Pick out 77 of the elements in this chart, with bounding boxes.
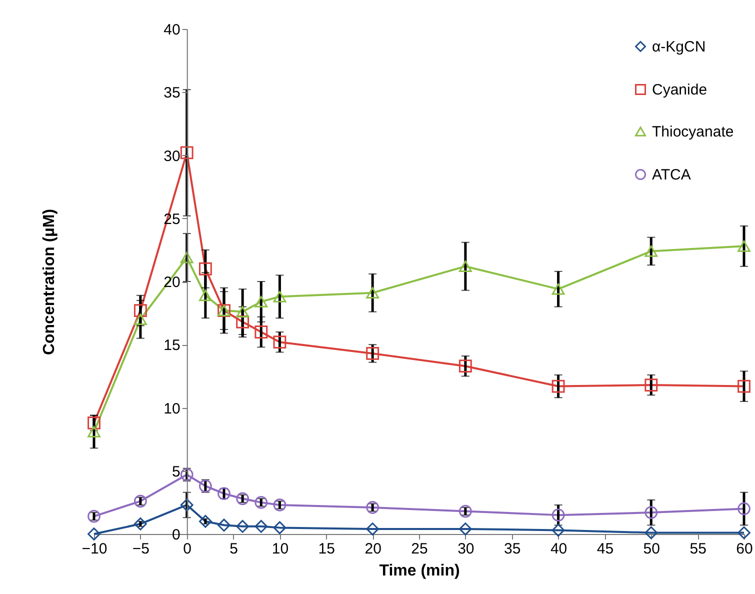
- point: [236, 306, 250, 318]
- legend-label: α-KgCN: [652, 38, 706, 56]
- legend-label: ATCA: [652, 166, 691, 184]
- point: [134, 304, 147, 317]
- point: [366, 522, 380, 536]
- point: [366, 347, 380, 360]
- point: [273, 521, 286, 534]
- point: [236, 492, 250, 506]
- point: [218, 518, 230, 532]
- point: [552, 524, 565, 537]
- y-tick-label: 15: [164, 337, 180, 354]
- point: [236, 315, 250, 328]
- point: [198, 480, 212, 492]
- x-tick-label: 20: [364, 540, 382, 558]
- point: [134, 494, 147, 508]
- point: [254, 296, 268, 308]
- point: [552, 283, 565, 295]
- y-tick-label: 0: [172, 526, 180, 544]
- point: [198, 262, 212, 276]
- y-axis-title: Concentration (µM): [40, 208, 58, 356]
- y-tick-label: 30: [164, 148, 180, 165]
- point: [180, 252, 194, 264]
- point: [644, 246, 658, 257]
- point: [366, 287, 380, 299]
- x-tick-label: 5: [230, 540, 238, 558]
- y-tick-label: 40: [164, 22, 180, 38]
- point: [644, 526, 658, 540]
- point: [738, 526, 750, 540]
- legend-label: Thiocyanate: [652, 124, 734, 140]
- legend-label: Cyanide: [652, 82, 708, 98]
- point: [273, 498, 286, 512]
- point: [738, 502, 750, 516]
- y-tick-label: 35: [164, 84, 180, 102]
- point: [134, 314, 147, 326]
- x-tick-label: 55: [690, 540, 706, 558]
- point: [552, 380, 565, 393]
- point: [458, 260, 472, 272]
- point: [738, 240, 750, 252]
- point: [254, 496, 268, 509]
- x-tick-label: 40: [550, 540, 568, 558]
- y-tick-label: 5: [172, 463, 180, 480]
- point: [88, 528, 100, 540]
- x-tick-label: 15: [318, 540, 335, 558]
- point: [180, 498, 194, 512]
- x-tick-label: 10: [272, 540, 289, 558]
- x-tick-label: 30: [458, 540, 474, 558]
- y-tick-label: 10: [164, 400, 180, 418]
- point: [273, 336, 286, 349]
- point: [273, 290, 286, 302]
- x-tick-label: 35: [504, 540, 521, 558]
- point: [366, 501, 380, 514]
- point: [458, 360, 472, 373]
- point: [644, 378, 658, 392]
- point: [254, 326, 268, 338]
- point: [198, 290, 212, 302]
- x-tick-label: 45: [596, 540, 614, 558]
- point: [180, 146, 194, 160]
- x-tick-label: 50: [643, 540, 660, 558]
- point: [644, 506, 658, 519]
- point: [458, 522, 472, 536]
- point: [88, 426, 100, 438]
- point: [552, 508, 565, 522]
- x-tick-label: 0: [183, 540, 192, 558]
- point: [180, 468, 194, 482]
- x-tick-label: 60: [736, 540, 753, 558]
- x-tick-label: −10: [82, 540, 108, 558]
- point: [134, 517, 147, 530]
- point: [198, 514, 212, 528]
- point: [738, 380, 750, 393]
- point: [218, 487, 230, 500]
- point: [254, 520, 268, 533]
- x-tick-label: −5: [132, 540, 150, 558]
- point: [236, 520, 250, 533]
- x-axis-title: Time (min): [379, 562, 460, 580]
- point: [88, 510, 100, 523]
- x-tick-label: 25: [411, 540, 428, 558]
- point: [458, 504, 472, 518]
